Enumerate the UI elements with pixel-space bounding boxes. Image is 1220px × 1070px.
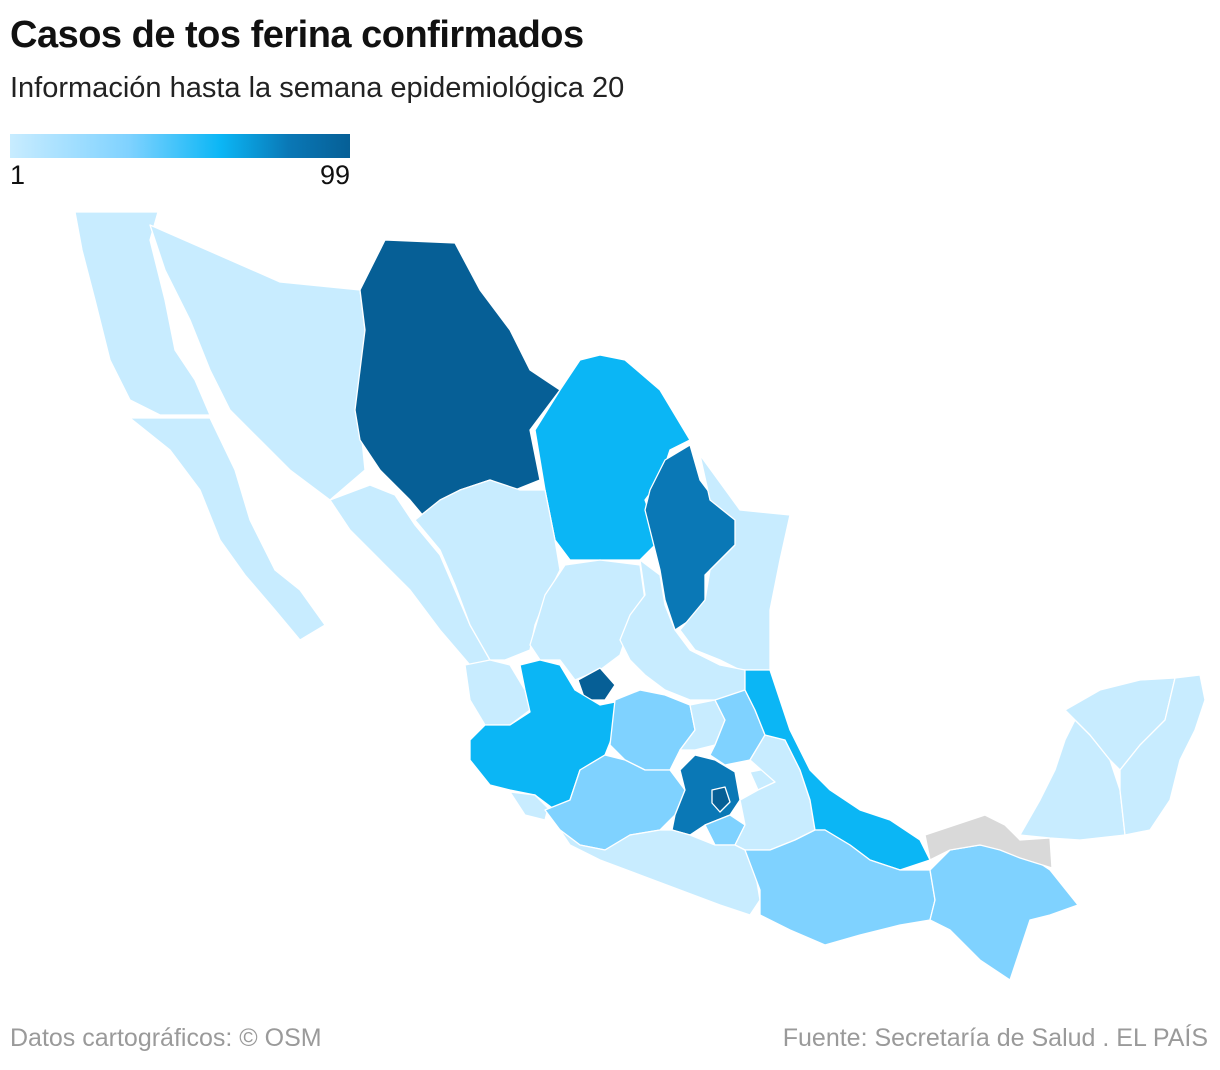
state-ciudad-de-mexico[interactable] [711, 786, 731, 813]
legend-max-label: 99 [319, 160, 350, 190]
state-tabasco[interactable] [924, 814, 1053, 869]
state-colima[interactable] [509, 791, 549, 821]
state-chihuahua[interactable] [354, 239, 561, 531]
mexico-map [74, 211, 1206, 981]
state-chiapas[interactable] [929, 844, 1079, 981]
state-baja-california-sur[interactable] [129, 417, 326, 641]
state-nayarit[interactable] [464, 659, 531, 726]
chart-subtitle: Información hasta la semana epidemiológi… [10, 72, 625, 104]
state-tamaulipas[interactable] [679, 454, 791, 671]
data-source: Fuente: Secretaría de Salud . EL PAÍS [782, 1024, 1208, 1052]
legend-gradient-bar [10, 134, 350, 158]
chart-title: Casos de tos ferina confirmados [10, 14, 584, 56]
legend-min-label: 1 [10, 160, 26, 190]
color-legend: 1 99 [10, 134, 350, 190]
map-credit: Datos cartográficos: © OSM [10, 1024, 322, 1052]
state-guanajuato[interactable] [609, 689, 696, 771]
state-baja-california[interactable] [74, 211, 211, 416]
state-quintana-roo[interactable] [1119, 674, 1206, 836]
legend-labels: 1 99 [10, 160, 350, 190]
